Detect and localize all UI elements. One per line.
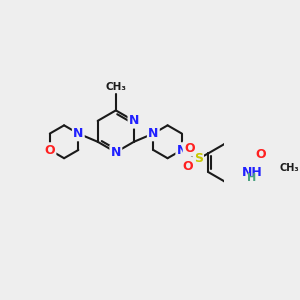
Text: N: N	[177, 143, 187, 157]
Text: O: O	[44, 143, 55, 157]
Text: N: N	[148, 127, 158, 140]
Text: O: O	[182, 160, 193, 173]
Text: O: O	[255, 148, 266, 161]
Text: N: N	[73, 127, 83, 140]
Text: H: H	[247, 173, 256, 183]
Text: S: S	[194, 152, 203, 166]
Text: N: N	[129, 114, 139, 128]
Text: O: O	[184, 142, 195, 155]
Text: CH₃: CH₃	[105, 82, 126, 92]
Text: CH₃: CH₃	[279, 163, 299, 173]
Text: NH: NH	[242, 166, 262, 178]
Text: N: N	[111, 146, 121, 159]
